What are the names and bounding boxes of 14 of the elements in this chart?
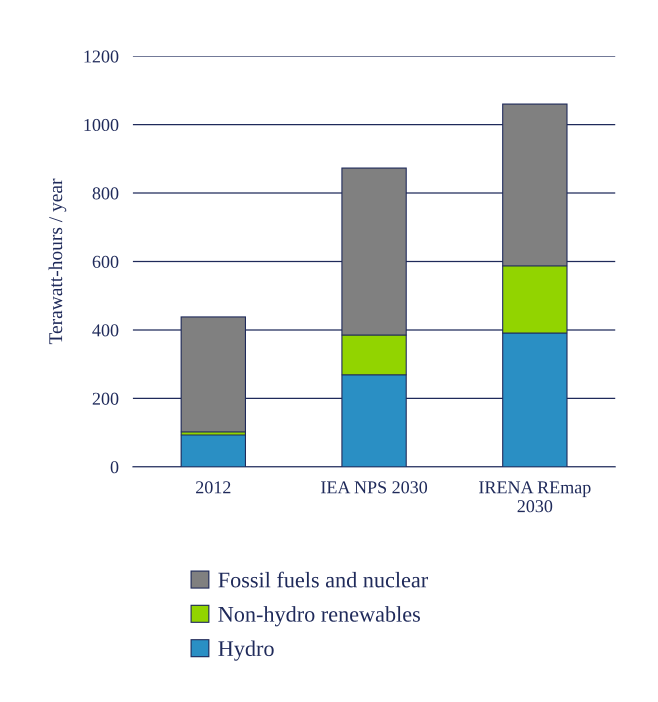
x-tick-label: 2012: [196, 481, 230, 494]
y-tick-label: 200: [92, 392, 118, 405]
y-tick-label: 400: [92, 324, 118, 336]
y-tick-label: 800: [92, 187, 118, 200]
y-tick-label: 600: [92, 256, 118, 268]
y-tick-label: 1200: [84, 50, 118, 63]
y-axis-title: Terawatt-hours / year: [48, 178, 66, 344]
y-tick-label: 0: [110, 461, 118, 474]
legend-label: Fossil fuels and nuclear: [218, 572, 428, 588]
legend-label: Hydro: [218, 640, 274, 661]
legend-label: Non-hydro renewables: [218, 606, 420, 626]
y-tick-label: 1000: [84, 118, 118, 132]
x-tick-label: IRENA REmap 2030: [479, 481, 591, 512]
x-tick-label: IEA NPS 2030: [321, 481, 428, 494]
